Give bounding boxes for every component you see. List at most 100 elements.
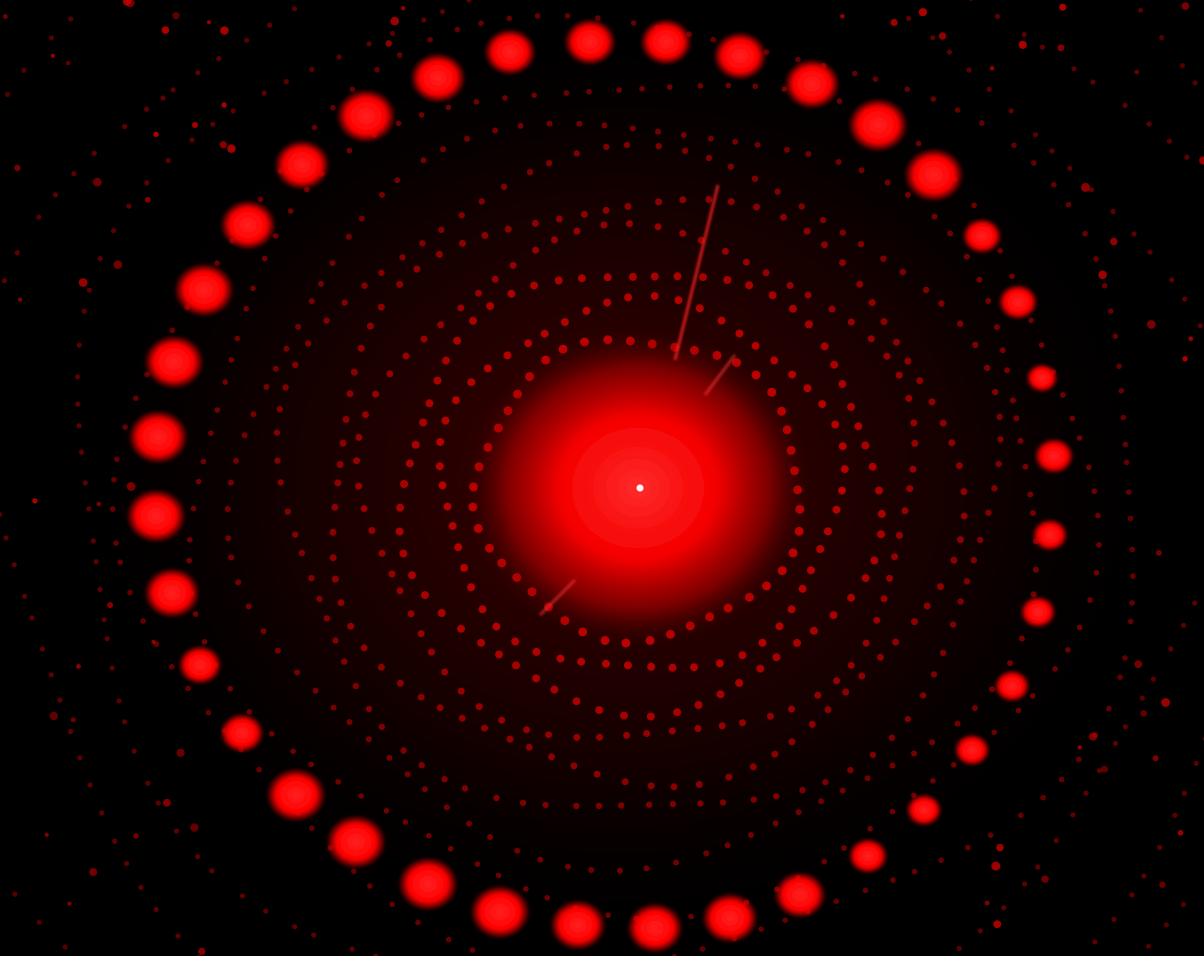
dim-dot [170, 87, 176, 93]
dim-dot [379, 191, 385, 198]
dim-dot [276, 405, 283, 413]
dim-dot [992, 388, 999, 396]
dim-dot [1157, 844, 1163, 851]
bright-spot [1032, 518, 1068, 552]
dim-dot [1004, 367, 1011, 374]
dim-dot [239, 893, 245, 899]
dim-dot [901, 507, 909, 515]
dim-dot [831, 420, 840, 429]
dim-dot [407, 610, 415, 618]
dim-dot [847, 318, 855, 326]
dim-dot [452, 396, 460, 405]
dim-dot [970, 556, 977, 564]
dim-dot [839, 259, 846, 267]
dim-dot [623, 731, 631, 739]
dim-dot [201, 639, 208, 645]
dim-dot [628, 272, 637, 281]
dim-dot [1169, 277, 1175, 283]
dim-dot [795, 56, 801, 63]
dim-dot [550, 685, 559, 694]
bright-spot [848, 98, 908, 152]
dim-dot [458, 714, 466, 722]
dim-dot [187, 537, 193, 543]
dim-dot [48, 35, 55, 41]
dim-dot [695, 304, 704, 313]
dim-dot [1146, 121, 1152, 127]
dim-dot [330, 104, 336, 111]
dim-dot [977, 928, 984, 934]
dim-dot [1159, 881, 1166, 888]
dim-dot [1193, 760, 1199, 766]
dim-dot [2, 14, 8, 19]
dim-dot [523, 726, 531, 734]
dim-dot [1059, 3, 1067, 11]
dim-dot [441, 668, 449, 676]
dim-dot [650, 272, 659, 281]
dim-dot [938, 857, 944, 864]
dim-dot [987, 832, 994, 838]
dim-dot [39, 646, 46, 652]
dim-dot [145, 780, 151, 786]
dim-dot [113, 540, 119, 546]
dim-dot [931, 213, 938, 220]
dim-dot [114, 456, 120, 463]
dim-dot [373, 953, 379, 956]
dim-dot [819, 216, 827, 224]
dim-dot [752, 83, 759, 90]
dim-dot [753, 203, 760, 211]
dim-dot [506, 15, 512, 22]
dim-dot [1181, 790, 1187, 797]
dim-dot [366, 41, 372, 47]
dim-dot [109, 506, 116, 512]
dim-dot [329, 554, 337, 562]
dim-dot [86, 506, 92, 512]
dim-dot [418, 112, 425, 118]
dim-dot [1116, 363, 1122, 370]
dim-dot [1182, 356, 1188, 362]
dim-dot [923, 286, 930, 294]
dim-dot [399, 254, 406, 261]
bright-spot [220, 713, 264, 753]
center-speck [636, 484, 644, 492]
dim-dot [775, 622, 784, 631]
dim-dot [650, 292, 659, 301]
dim-dot [1122, 724, 1128, 730]
dim-dot [492, 127, 499, 134]
dim-dot [1081, 182, 1090, 192]
dim-dot [938, 32, 947, 40]
dim-dot [345, 233, 352, 240]
dim-dot [14, 250, 20, 256]
dim-dot [985, 509, 992, 516]
dim-dot [596, 733, 603, 741]
dim-dot [847, 402, 856, 411]
dim-dot [623, 141, 631, 149]
dim-dot [386, 754, 393, 761]
dim-dot [402, 352, 410, 360]
dim-dot [716, 690, 725, 699]
dim-dot [880, 255, 887, 262]
dim-dot [311, 932, 317, 938]
dim-dot [957, 598, 964, 605]
dim-dot [852, 70, 858, 77]
dim-dot [603, 298, 612, 307]
dim-dot [458, 212, 465, 219]
dim-dot [443, 804, 450, 811]
light-streak [673, 184, 720, 361]
dim-dot [32, 498, 38, 504]
dim-dot [378, 269, 385, 276]
dim-dot [274, 457, 281, 464]
dim-dot [670, 783, 678, 791]
dim-dot [858, 672, 866, 680]
dim-dot [770, 356, 779, 365]
bright-spot [1020, 595, 1056, 629]
dim-dot [673, 708, 682, 717]
dim-dot [473, 99, 480, 105]
dim-dot [673, 272, 682, 281]
dim-dot [1070, 812, 1076, 818]
dim-dot [531, 92, 537, 98]
dim-dot [835, 159, 842, 165]
dim-dot [695, 781, 703, 788]
dim-dot [273, 429, 281, 436]
dim-dot [209, 868, 215, 874]
dim-dot [36, 919, 42, 925]
